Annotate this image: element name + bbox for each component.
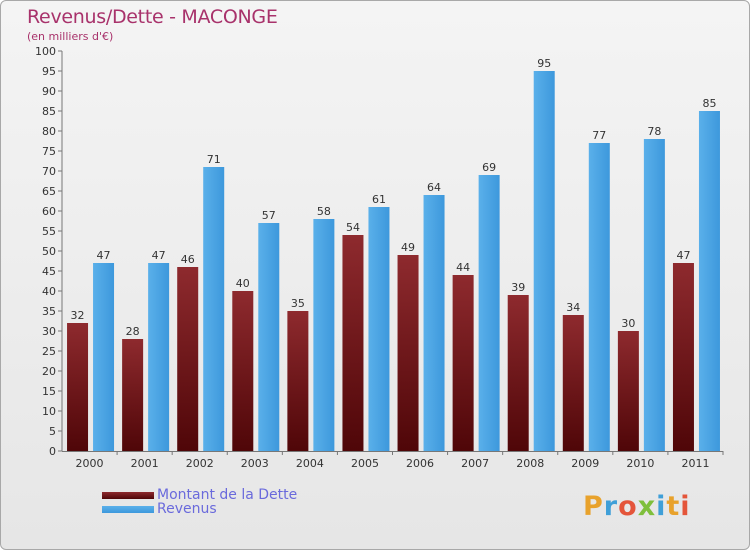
- revenus-bar-2006: [423, 195, 445, 451]
- legend-item-revenus: Revenus: [102, 501, 217, 517]
- dette-bar-2007: [452, 275, 474, 451]
- y-tick-label: 50: [42, 245, 56, 258]
- revenus-value-label-2007: 69: [482, 161, 496, 174]
- y-tick-label: 45: [42, 265, 56, 278]
- revenus-value-label-2002: 71: [207, 153, 221, 166]
- revenus-bar-2001: [148, 263, 170, 451]
- revenus-bar-2009: [588, 143, 610, 451]
- dette-value-label-2009: 34: [566, 301, 580, 314]
- dette-bar-2002: [177, 267, 199, 451]
- y-tick-label: 35: [42, 305, 56, 318]
- x-tick-label: 2004: [296, 457, 324, 470]
- y-tick-label: 20: [42, 365, 56, 378]
- y-tick-label: 100: [35, 45, 56, 58]
- dette-value-label-2000: 32: [71, 309, 85, 322]
- revenus-value-label-2011: 85: [702, 97, 716, 110]
- x-tick-label: 2010: [626, 457, 654, 470]
- dette-bar-2010: [617, 331, 639, 451]
- y-tick-label: 80: [42, 125, 56, 138]
- dette-value-label-2003: 40: [236, 277, 250, 290]
- revenus-bar-2000: [93, 263, 115, 451]
- revenus-bar-2011: [698, 111, 720, 451]
- y-tick-label: 30: [42, 325, 56, 338]
- dette-value-label-2006: 49: [401, 241, 415, 254]
- revenus-bar-2008: [533, 71, 555, 451]
- dette-value-label-2002: 46: [181, 253, 195, 266]
- legend-swatch-revenus: [102, 505, 154, 513]
- revenus-value-label-2000: 47: [97, 249, 111, 262]
- revenus-value-label-2009: 77: [592, 129, 606, 142]
- revenus-bar-2005: [368, 207, 390, 451]
- x-tick-label: 2008: [516, 457, 544, 470]
- dette-value-label-2004: 35: [291, 297, 305, 310]
- x-tick-label: 2001: [131, 457, 159, 470]
- revenus-value-label-2004: 58: [317, 205, 331, 218]
- y-tick-label: 60: [42, 205, 56, 218]
- y-tick-label: 95: [42, 65, 56, 78]
- revenus-bar-2002: [203, 167, 225, 451]
- dette-bar-2009: [562, 315, 584, 451]
- revenus-value-label-2010: 78: [647, 125, 661, 138]
- x-tick-label: 2007: [461, 457, 489, 470]
- dette-value-label-2010: 30: [621, 317, 635, 330]
- dette-bar-2001: [122, 339, 144, 451]
- x-tick-label: 2003: [241, 457, 269, 470]
- dette-value-label-2001: 28: [126, 325, 140, 338]
- proxiti-logo: Proxiti: [583, 491, 691, 522]
- revenus-value-label-2005: 61: [372, 193, 386, 206]
- dette-value-label-2007: 44: [456, 261, 470, 274]
- y-tick-label: 65: [42, 185, 56, 198]
- legend-label-dette: Montant de la Dette: [157, 487, 298, 503]
- dette-value-label-2011: 47: [676, 249, 690, 262]
- dette-value-label-2005: 54: [346, 221, 360, 234]
- dette-bar-2003: [232, 291, 254, 451]
- y-tick-label: 0: [49, 445, 56, 458]
- legend-swatch-dette: [102, 491, 154, 499]
- revenus-value-label-2003: 57: [262, 209, 276, 222]
- legend-label-revenus: Revenus: [157, 501, 217, 517]
- x-tick-label: 2011: [681, 457, 709, 470]
- revenus-value-label-2001: 47: [152, 249, 166, 262]
- x-tick-label: 2009: [571, 457, 599, 470]
- revenus-bar-2010: [643, 139, 665, 451]
- x-tick-label: 2005: [351, 457, 379, 470]
- revenus-bar-2004: [313, 219, 335, 451]
- dette-value-label-2008: 39: [511, 281, 525, 294]
- y-tick-label: 90: [42, 85, 56, 98]
- y-tick-label: 25: [42, 345, 56, 358]
- chart-subtitle: (en milliers d'€): [27, 30, 114, 43]
- dette-bar-2011: [672, 263, 694, 451]
- x-tick-label: 2006: [406, 457, 434, 470]
- y-tick-label: 5: [49, 425, 56, 438]
- y-tick-label: 75: [42, 145, 56, 158]
- y-tick-label: 70: [42, 165, 56, 178]
- y-tick-label: 15: [42, 385, 56, 398]
- dette-bar-2006: [397, 255, 419, 451]
- y-tick-label: 85: [42, 105, 56, 118]
- dette-bar-2005: [342, 235, 364, 451]
- chart-title: Revenus/Dette - MACONGE: [27, 6, 278, 28]
- revenus-bar-2007: [478, 175, 500, 451]
- legend-item-dette: Montant de la Dette: [102, 487, 298, 503]
- y-tick-label: 55: [42, 225, 56, 238]
- dette-bar-2008: [507, 295, 529, 451]
- revenus-value-label-2008: 95: [537, 57, 551, 70]
- x-tick-label: 2000: [76, 457, 104, 470]
- revenus-value-label-2006: 64: [427, 181, 441, 194]
- y-tick-label: 10: [42, 405, 56, 418]
- revenus-bar-2003: [258, 223, 280, 451]
- y-tick-label: 40: [42, 285, 56, 298]
- dette-bar-2000: [67, 323, 89, 451]
- dette-bar-2004: [287, 311, 309, 451]
- x-tick-label: 2002: [186, 457, 214, 470]
